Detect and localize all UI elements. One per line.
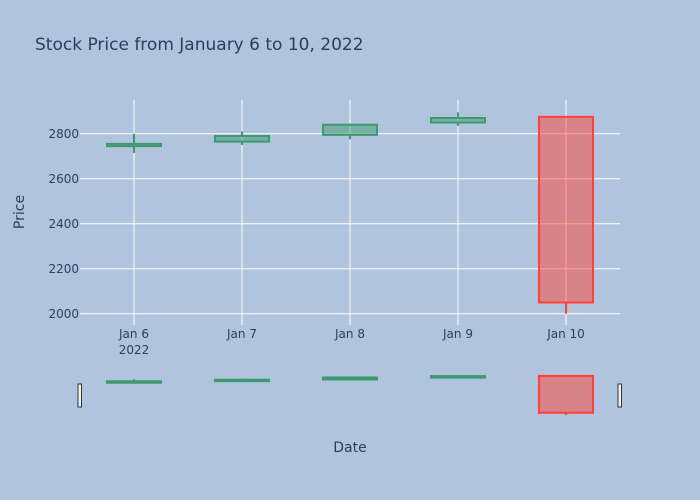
slider-candle-increasing bbox=[214, 378, 270, 383]
range-slider[interactable] bbox=[77, 374, 622, 415]
x-axis-ticks: Jan 6 Jan 7 Jan 8 Jan 9 Jan 10 2022 bbox=[118, 327, 585, 357]
candle-increasing bbox=[430, 112, 486, 126]
y-tick-label: 2600 bbox=[48, 172, 79, 186]
x-tick-label: Jan 8 bbox=[334, 327, 365, 341]
y-axis-ticks: 2000 2200 2400 2600 2800 bbox=[48, 127, 79, 321]
slider-candle-body bbox=[322, 376, 378, 381]
slider-candle-decreasing bbox=[538, 374, 594, 415]
candle-increasing bbox=[106, 133, 162, 153]
x-axis-label: Date bbox=[333, 440, 366, 456]
candle-body bbox=[538, 115, 594, 304]
x-tick-year-label: 2022 bbox=[119, 343, 150, 357]
slider-candle-body bbox=[538, 374, 594, 414]
range-slider-left-handle[interactable] bbox=[77, 383, 82, 408]
candle-increasing bbox=[322, 123, 378, 140]
x-tick-label: Jan 10 bbox=[546, 327, 585, 341]
candles bbox=[106, 112, 594, 314]
candle-increasing bbox=[214, 131, 270, 145]
x-tick-label: Jan 9 bbox=[442, 327, 473, 341]
y-tick-label: 2000 bbox=[48, 307, 79, 321]
slider-candle-increasing bbox=[430, 375, 486, 379]
candle-body bbox=[106, 142, 162, 148]
y-tick-label: 2400 bbox=[48, 217, 79, 231]
candle-body bbox=[214, 135, 270, 143]
slider-candle-increasing bbox=[322, 376, 378, 381]
slider-candle-increasing bbox=[106, 379, 162, 384]
candle-decreasing bbox=[538, 115, 594, 314]
candle-body bbox=[430, 117, 486, 124]
y-tick-label: 2200 bbox=[48, 262, 79, 276]
y-axis-label: Price bbox=[12, 195, 28, 229]
x-tick-label: Jan 6 bbox=[118, 327, 149, 341]
slider-candle-body bbox=[430, 375, 486, 379]
range-slider-right-handle[interactable] bbox=[617, 383, 622, 408]
y-tick-label: 2800 bbox=[48, 127, 79, 141]
chart-title: Stock Price from January 6 to 10, 2022 bbox=[35, 35, 364, 55]
slider-candle-body bbox=[106, 380, 162, 384]
candle-body bbox=[322, 123, 378, 136]
x-tick-label: Jan 7 bbox=[226, 327, 257, 341]
slider-candle-body bbox=[214, 378, 270, 383]
